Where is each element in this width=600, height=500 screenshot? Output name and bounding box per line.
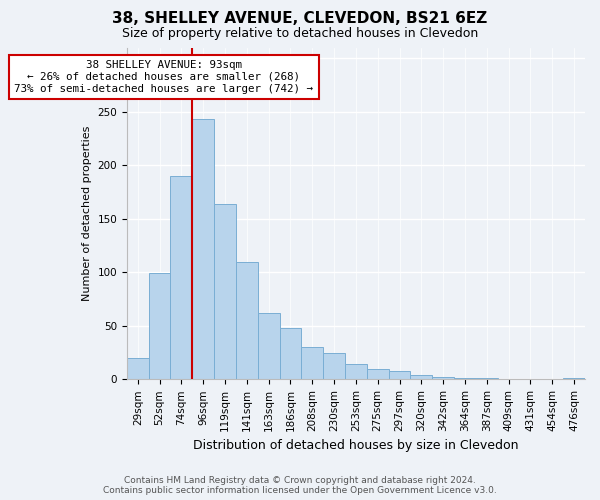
Text: 38 SHELLEY AVENUE: 93sqm
← 26% of detached houses are smaller (268)
73% of semi-: 38 SHELLEY AVENUE: 93sqm ← 26% of detach… bbox=[14, 60, 313, 94]
Bar bbox=[389, 371, 410, 380]
Bar bbox=[193, 119, 214, 380]
Y-axis label: Number of detached properties: Number of detached properties bbox=[82, 126, 92, 301]
Bar bbox=[280, 328, 301, 380]
Bar bbox=[258, 313, 280, 380]
Bar bbox=[563, 378, 585, 380]
Text: Contains HM Land Registry data © Crown copyright and database right 2024.
Contai: Contains HM Land Registry data © Crown c… bbox=[103, 476, 497, 495]
X-axis label: Distribution of detached houses by size in Clevedon: Distribution of detached houses by size … bbox=[193, 440, 518, 452]
Bar bbox=[476, 378, 498, 380]
Bar bbox=[323, 352, 345, 380]
Bar bbox=[149, 274, 170, 380]
Bar bbox=[345, 364, 367, 380]
Bar bbox=[127, 358, 149, 380]
Bar bbox=[301, 347, 323, 380]
Bar bbox=[236, 262, 258, 380]
Bar bbox=[214, 204, 236, 380]
Bar bbox=[170, 176, 193, 380]
Bar bbox=[367, 368, 389, 380]
Text: Size of property relative to detached houses in Clevedon: Size of property relative to detached ho… bbox=[122, 27, 478, 40]
Text: 38, SHELLEY AVENUE, CLEVEDON, BS21 6EZ: 38, SHELLEY AVENUE, CLEVEDON, BS21 6EZ bbox=[112, 11, 488, 26]
Bar bbox=[454, 378, 476, 380]
Bar bbox=[432, 377, 454, 380]
Bar bbox=[410, 375, 432, 380]
